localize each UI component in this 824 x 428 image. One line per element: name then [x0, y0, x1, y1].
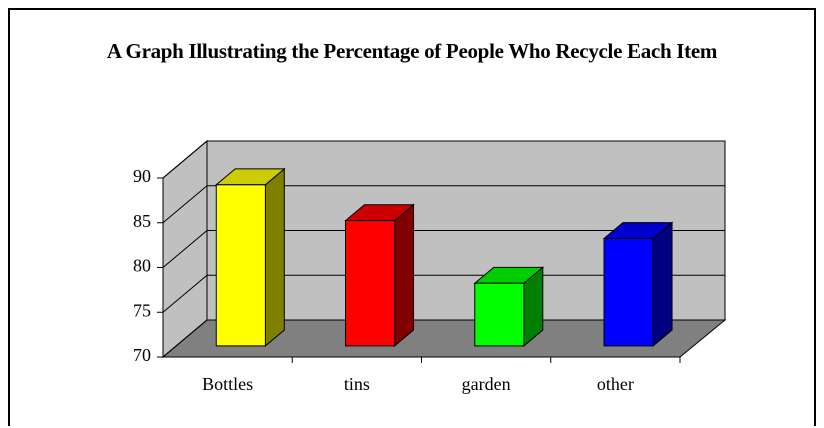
- bar: [474, 282, 525, 347]
- bar-side: [394, 203, 415, 347]
- x-tick-label: other: [597, 374, 634, 394]
- chart-title: A Graph Illustrating the Percentage of P…: [106, 39, 718, 63]
- grid-line: [162, 230, 725, 268]
- grid-line: [162, 274, 725, 313]
- x-tick-label: garden: [462, 374, 511, 394]
- bar-side: [652, 221, 673, 347]
- grid-line: [162, 319, 725, 358]
- y-tick-label: 90: [133, 166, 151, 186]
- bar-side: [264, 167, 285, 347]
- grid-line: [162, 185, 725, 224]
- bar: [345, 220, 396, 347]
- y-tick-label: 85: [133, 211, 151, 231]
- x-tick-label: tins: [344, 374, 370, 394]
- x-tick-label: Bottles: [202, 374, 253, 394]
- chart-frame: [8, 8, 816, 426]
- bar: [215, 184, 266, 347]
- grid-line: [162, 140, 725, 179]
- y-tick-label: 70: [133, 345, 151, 365]
- y-tick-label: 80: [133, 256, 151, 276]
- y-tick-label: 75: [133, 300, 151, 320]
- bar: [603, 238, 654, 347]
